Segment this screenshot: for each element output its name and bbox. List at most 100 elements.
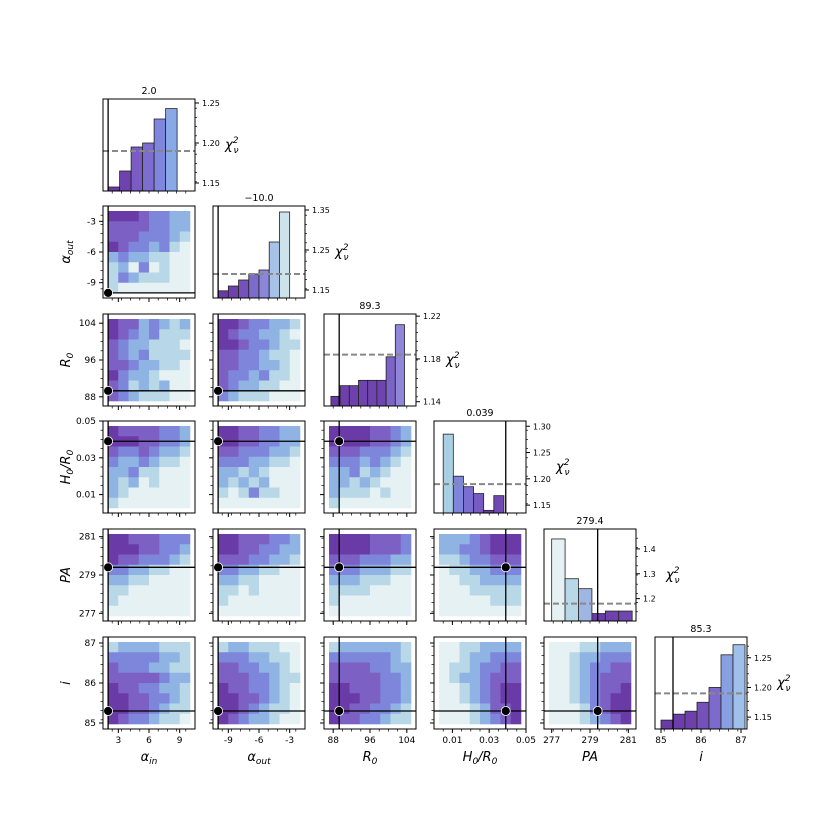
heatmap-cell [380,554,391,566]
heatmap-cell [289,426,301,437]
heatmap-cell [149,713,160,725]
heatmap-cell [339,605,350,617]
heatmap-cell [248,390,260,402]
heatmap-cell [159,554,170,566]
heatmap-cell [269,652,280,663]
heatmap-cell [118,497,129,509]
heatmap-cell [218,339,229,351]
heatmap-cell [118,282,129,294]
heatmap-cell [159,595,170,607]
heatmap-cell [620,672,632,684]
heatmap-cell [108,477,119,488]
heatmap-cell [138,605,150,617]
heatmap-cell [289,477,301,488]
heatmap-cell [118,575,129,586]
heatmap-cell [549,662,560,674]
heatmap-cell [390,564,402,576]
heatmap-cell [469,672,481,684]
heatmap-cell [138,329,150,340]
heatmap-cell [159,456,170,468]
best-fit-point [500,706,511,716]
heatmap-cell [259,605,270,617]
heatmap-cell [490,672,501,684]
heatmap-cell [149,672,160,684]
heatmap-cell [390,652,402,663]
heatmap-cell [149,554,160,566]
heatmap-cell [490,605,501,617]
heatmap-cell [449,662,460,674]
heatmap-cell [289,380,301,392]
heatmap-cell [449,672,460,684]
heatmap-cell [480,605,491,617]
heatmap-cell [149,241,160,253]
heatmap-cell [228,497,239,509]
y-tick-label: 281 [79,533,96,543]
heatmap-cell [439,595,450,607]
histogram-bar [348,385,359,407]
heatmap-cell [138,319,150,330]
heatmap-cell [269,554,280,566]
histogram-bar [604,610,620,622]
heatmap-cell [238,329,250,340]
heatmap-cell [449,642,460,653]
heatmap-cell [169,534,181,545]
heatmap-cell [159,693,170,704]
heatmap-cell [459,534,471,545]
heatmap-cell [238,713,250,725]
heatmap-cell [108,605,119,617]
heatmap-cell [549,703,560,715]
heatmap-cell [179,534,191,545]
heatmap-cell [228,683,239,694]
heatmap-cell [169,241,181,253]
heatmap-cell [279,652,291,663]
heatmap-cell [159,534,170,545]
heatmap-cell [559,652,570,663]
heatmap-cell [179,241,191,253]
best-value-title: 85.3 [690,624,711,635]
pair-panel-r5-c4 [543,636,637,730]
heatmap-cell [459,703,471,715]
heatmap-cell [159,211,170,222]
heatmap-cell [238,652,250,663]
histogram-bar [732,644,746,730]
heatmap-cell [259,477,270,488]
heatmap-cell [128,426,140,437]
heatmap-cell [118,262,129,273]
heatmap-cell [159,652,170,663]
heatmap-cell [439,534,450,545]
heatmap-cell [289,329,301,340]
heatmap-cell [269,703,280,715]
chi2-axis-label: χ2 ν [555,458,570,478]
heatmap-cell [259,446,270,458]
heatmap-cell [228,477,239,488]
heatmap-cell [238,497,250,509]
y-tick-label: 96 [85,356,97,366]
heatmap-cell [569,693,581,704]
heatmap-cell [218,703,229,715]
heatmap-cell [380,672,391,684]
heatmap-cell [149,272,160,284]
heatmap-cell [269,534,280,545]
heatmap-cell [248,605,260,617]
heatmap-cell [329,672,340,684]
heatmap-cell [108,221,119,232]
heatmap-cell [108,487,119,499]
heatmap-cell [380,477,391,488]
best-fit-point [103,706,114,716]
heatmap-cell [238,554,250,566]
heatmap-cell [279,349,291,361]
heatmap-cell [359,564,371,576]
heatmap-cell [228,703,239,715]
heatmap-cell [449,575,460,586]
heatmap-cell [138,693,150,704]
heatmap-cell [349,554,361,566]
chi-tick-label: 1.25 [533,449,551,458]
heatmap-cell [238,693,250,704]
heatmap-cell [400,595,412,607]
heatmap-cell [238,672,250,684]
heatmap-cell [390,683,402,694]
heatmap-cell [248,329,260,340]
heatmap-cell [439,605,450,617]
heatmap-cell [490,713,501,725]
heatmap-cell [439,575,450,586]
